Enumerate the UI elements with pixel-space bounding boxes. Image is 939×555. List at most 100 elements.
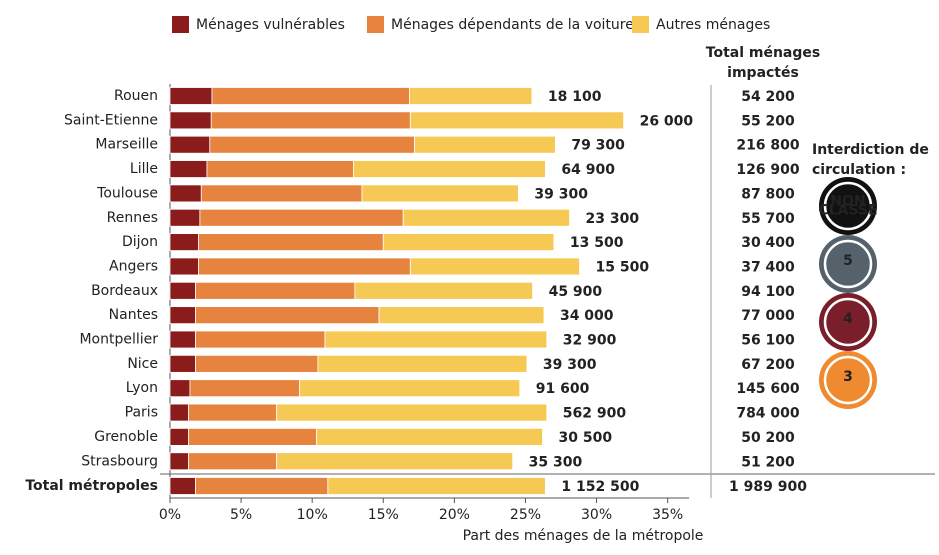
count-label: 79 300 [571, 138, 625, 154]
count-label: 91 600 [536, 381, 590, 397]
category-label: Montpellier [79, 332, 158, 348]
badges-title: Interdiction de [812, 142, 929, 158]
bar-segment [199, 208, 404, 227]
bar-segment [169, 427, 189, 446]
category-label: Nice [127, 356, 158, 372]
bar-segment [169, 403, 189, 422]
totals-header: Total ménages [706, 45, 820, 61]
bar-segment [409, 87, 533, 105]
badge-ring [823, 181, 873, 231]
x-tick-label: 5% [230, 507, 252, 523]
count-label: 562 900 [563, 406, 627, 422]
total-value: 30 400 [741, 235, 795, 251]
badges-title: circulation : [812, 162, 906, 178]
total-value: 216 800 [736, 138, 800, 154]
total-value: 77 000 [741, 308, 795, 324]
bar-segment [316, 427, 543, 446]
bar-segment [188, 403, 278, 422]
bar-segment [169, 257, 199, 276]
category-label: Total métropoles [25, 478, 158, 494]
total-value: 55 200 [741, 113, 795, 129]
bar-segment [169, 208, 201, 227]
bar-segment [169, 233, 199, 252]
category-label: Lille [130, 161, 158, 177]
bar-segment [382, 233, 555, 252]
x-tick-label: 35% [652, 507, 683, 523]
bar-segment [327, 477, 546, 495]
bar-segment [169, 87, 213, 105]
bar-segment [195, 330, 326, 349]
totals-header: impactés [727, 65, 799, 81]
total-value: 67 200 [741, 357, 795, 373]
bar-segment [276, 452, 514, 471]
total-value: 50 200 [741, 430, 795, 446]
count-label: 35 300 [529, 454, 583, 470]
bar-segment [210, 111, 411, 130]
category-label: Marseille [95, 137, 158, 153]
count-label: 39 300 [534, 186, 588, 202]
badge [819, 351, 877, 409]
legend-swatch [367, 16, 384, 33]
bar-segment [188, 427, 317, 446]
count-label: 39 300 [543, 357, 597, 373]
category-label: Dijon [122, 234, 158, 250]
x-tick-label: 10% [297, 507, 328, 523]
category-label: Grenoble [94, 429, 158, 445]
bar-segment [169, 452, 189, 471]
bar-segment [361, 184, 519, 203]
badge-ring [823, 355, 873, 405]
legend-label: Ménages dépendants de la voiture [391, 17, 634, 33]
legend-swatch [632, 16, 649, 33]
category-label: Nantes [109, 307, 158, 323]
badge-label: NON [830, 194, 865, 210]
bar-segment [353, 160, 546, 178]
bar-segment [298, 379, 521, 398]
count-label: 30 500 [559, 430, 613, 446]
count-label: 45 900 [549, 284, 603, 300]
count-label: 23 300 [586, 211, 640, 227]
badge [819, 235, 877, 293]
bar-segment [414, 135, 556, 154]
total-value: 56 100 [741, 333, 795, 349]
total-value: 784 000 [736, 406, 800, 422]
bar-segment [169, 330, 196, 349]
bar-segment [200, 184, 363, 203]
total-value: 54 200 [741, 89, 795, 105]
bar-segment [169, 184, 202, 203]
bar-segment [354, 281, 533, 300]
category-label: Bordeaux [91, 283, 158, 299]
category-label: Angers [109, 258, 158, 274]
category-label: Saint-Etienne [64, 112, 158, 128]
total-value: 37 400 [741, 259, 795, 275]
count-label: 13 500 [570, 235, 624, 251]
bar-segment [169, 111, 212, 130]
bar-segment [195, 281, 356, 300]
x-tick-label: 25% [510, 507, 541, 523]
bar-segment [198, 257, 411, 276]
count-label: 32 900 [563, 333, 617, 349]
bar-segment [188, 452, 278, 471]
bar-segment [169, 354, 196, 373]
badge [819, 177, 877, 235]
total-value: 94 100 [741, 284, 795, 300]
category-label: Rennes [107, 210, 158, 226]
badge-ring [823, 297, 873, 347]
count-label: 1 152 500 [561, 479, 639, 495]
bar-segment [198, 233, 384, 252]
bar-segment [169, 306, 196, 325]
category-label: Toulouse [96, 185, 158, 201]
badge-ring [823, 239, 873, 289]
bar-segment [211, 87, 410, 105]
bar-segment [169, 135, 211, 154]
category-label: Rouen [114, 88, 158, 104]
badge-label: 3 [843, 369, 853, 385]
bar-segment [317, 354, 528, 373]
bar-segment [206, 160, 354, 178]
bar-segment [169, 379, 191, 398]
x-tick-label: 15% [368, 507, 399, 523]
bar-segment [409, 257, 580, 276]
x-axis-title: Part des ménages de la métropole [463, 528, 704, 544]
bar-segment [195, 306, 380, 325]
count-label: 26 000 [640, 113, 694, 129]
